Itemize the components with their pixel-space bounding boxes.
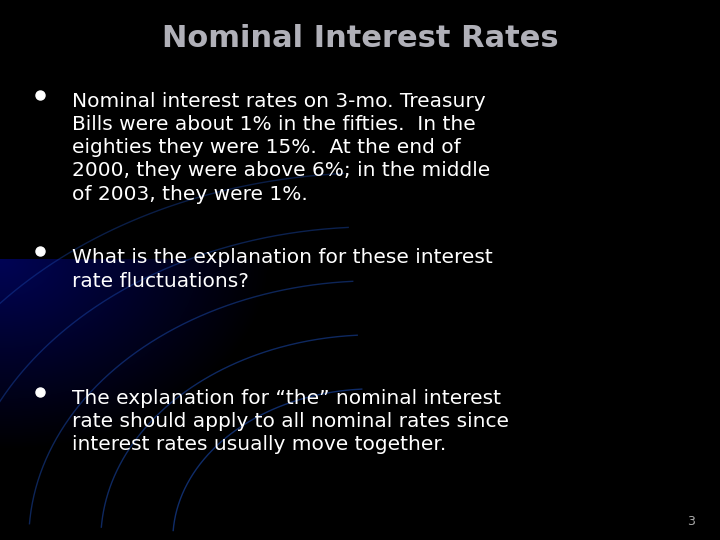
Text: 3: 3 <box>687 515 695 528</box>
Text: What is the explanation for these interest
rate fluctuations?: What is the explanation for these intere… <box>72 248 492 291</box>
Text: The explanation for “the” nominal interest
rate should apply to all nominal rate: The explanation for “the” nominal intere… <box>72 389 509 454</box>
Text: Nominal Interest Rates: Nominal Interest Rates <box>162 24 558 53</box>
Text: Nominal interest rates on 3-mo. Treasury
Bills were about 1% in the fifties.  In: Nominal interest rates on 3-mo. Treasury… <box>72 92 490 204</box>
